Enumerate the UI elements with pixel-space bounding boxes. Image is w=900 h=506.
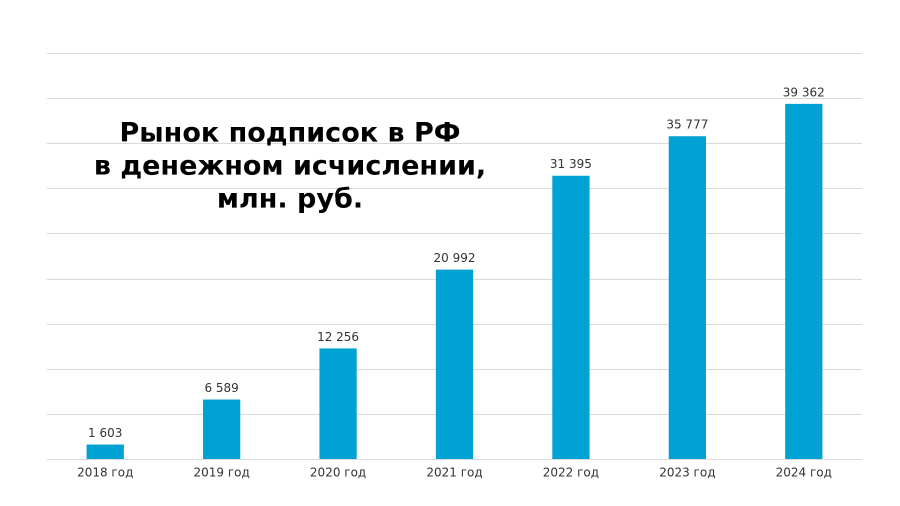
x-tick-label: 2018 год [77,466,133,480]
chart-title: млн. руб. [217,184,363,215]
bar [435,269,474,459]
bar [785,103,823,460]
chart-title: Рынок подписок в РФ [119,118,460,149]
bar [86,444,124,459]
data-label: 31 395 [550,157,592,171]
data-label: 39 362 [783,85,825,99]
chart-title: в денежном исчислении, [94,151,486,182]
bar [552,175,590,460]
data-label: 20 992 [434,251,476,265]
x-tick-label: 2021 год [426,466,482,480]
x-tick-label: 2020 год [310,466,366,480]
bars: 2018 год 1 603 2019 год 6 589 2020 год 12 256… [77,85,832,479]
data-label: 1 603 [88,426,122,440]
x-tick-label: 2022 год [543,466,599,480]
data-label: 12 256 [317,330,359,344]
x-tick-label: 2019 год [193,466,249,480]
bar [319,348,357,459]
bar [668,136,706,459]
bar [203,399,241,459]
x-tick-label: 2023 год [659,466,715,480]
x-tick-label: 2024 год [776,466,832,480]
data-label: 35 777 [666,118,708,132]
data-label: 6 589 [204,381,238,395]
